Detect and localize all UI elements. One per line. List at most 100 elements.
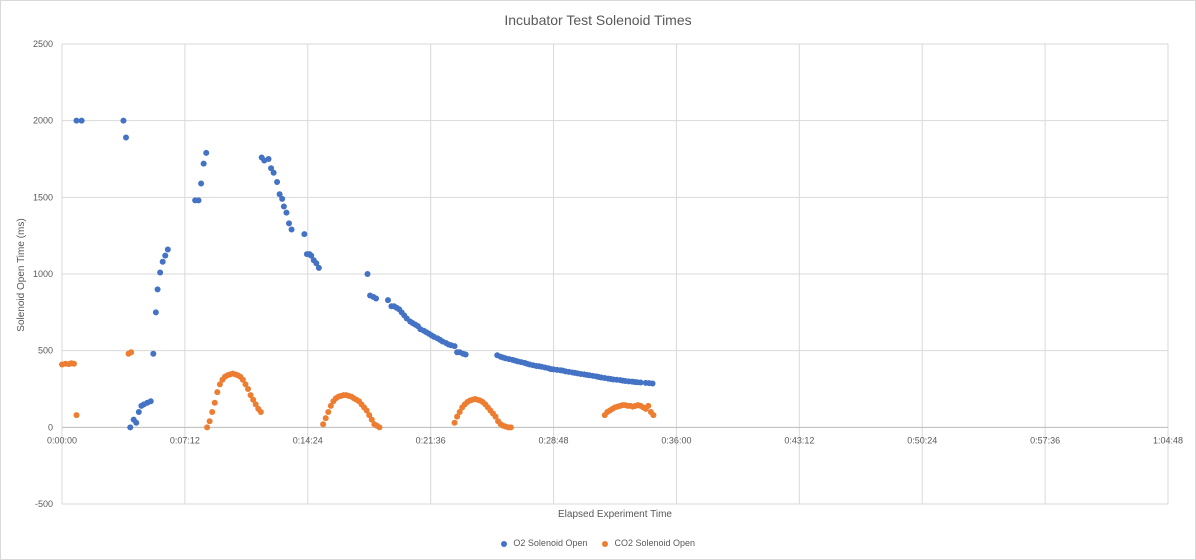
- o2-point: [288, 226, 295, 233]
- co2-point: [128, 349, 135, 356]
- co2-point: [206, 418, 213, 425]
- co2-point: [245, 386, 252, 392]
- co2-point: [239, 376, 246, 383]
- o2-point: [315, 264, 322, 271]
- o2-point: [164, 246, 171, 253]
- o2-point: [384, 297, 391, 304]
- o2-point: [276, 191, 283, 198]
- o2-point: [162, 252, 169, 259]
- o2-point: [200, 160, 207, 167]
- o2-point: [152, 309, 159, 316]
- y-tick-label: 500: [38, 346, 53, 356]
- y-tick-label: 1500: [33, 192, 53, 202]
- co2-point: [250, 396, 257, 403]
- o2-point: [308, 252, 315, 259]
- y-tick-label: -500: [35, 499, 53, 509]
- legend-marker-co2: [602, 540, 608, 547]
- legend-label-co2: CO2 Solenoid Open: [614, 538, 696, 548]
- co2-point: [252, 401, 259, 408]
- co2-point: [247, 392, 254, 399]
- y-tick-label: 0: [48, 422, 53, 432]
- co2-point: [216, 381, 223, 388]
- o2-point: [649, 380, 656, 387]
- o2-point: [283, 209, 290, 216]
- o2-point: [451, 343, 458, 350]
- x-tick-label: 0:50:24: [907, 435, 937, 445]
- o2-point: [279, 195, 286, 202]
- o2-point: [150, 350, 157, 357]
- x-tick-label: 0:07:12: [170, 435, 200, 445]
- co2-point: [451, 419, 458, 426]
- co2-point: [492, 413, 499, 420]
- x-axis-label: Elapsed Experiment Time: [558, 509, 672, 520]
- o2-point: [159, 258, 166, 265]
- y-tick-label: 2000: [33, 116, 53, 126]
- y-tick-label: 1000: [33, 269, 53, 279]
- x-tick-label: 0:28:48: [539, 435, 569, 445]
- x-tick-label: 0:36:00: [661, 435, 691, 445]
- co2-point: [73, 412, 80, 419]
- co2-point: [211, 399, 218, 406]
- co2-point: [242, 381, 249, 388]
- co2-point: [368, 416, 375, 423]
- legend: O2 Solenoid Open CO2 Solenoid Open: [0, 538, 1196, 548]
- o2-point: [313, 260, 320, 267]
- co2-point: [327, 402, 334, 409]
- x-tick-label: 1:04:48: [1153, 435, 1183, 445]
- x-tick-label: 0:00:00: [47, 435, 77, 445]
- o2-point: [268, 165, 275, 172]
- legend-item-o2: O2 Solenoid Open: [500, 538, 588, 548]
- co2-point: [325, 409, 332, 415]
- co2-point: [507, 424, 514, 431]
- o2-point: [133, 419, 140, 426]
- o2-point: [637, 379, 644, 386]
- o2-point: [265, 156, 272, 162]
- co2-point: [214, 389, 221, 396]
- legend-item-co2: CO2 Solenoid Open: [602, 538, 695, 548]
- co2-point: [322, 415, 329, 422]
- co2-point: [70, 360, 77, 367]
- o2-point: [364, 271, 371, 277]
- co2-point: [366, 412, 373, 419]
- co2-point: [209, 409, 216, 415]
- y-tick-label: 2500: [33, 39, 53, 49]
- o2-point: [73, 117, 80, 124]
- co2-point: [204, 424, 211, 431]
- co2-point: [645, 402, 652, 409]
- co2-point: [650, 412, 657, 419]
- o2-point: [373, 295, 380, 302]
- o2-point: [123, 134, 130, 141]
- o2-point: [78, 117, 85, 124]
- o2-point: [286, 220, 293, 227]
- o2-point: [120, 117, 127, 124]
- o2-point: [198, 180, 205, 187]
- x-tick-label: 0:57:36: [1030, 435, 1060, 445]
- o2-point: [154, 286, 161, 293]
- o2-point: [270, 169, 277, 176]
- o2-point: [203, 149, 210, 156]
- co2-point: [320, 421, 327, 428]
- co2-point: [456, 409, 463, 415]
- o2-point: [147, 398, 154, 405]
- co2-point: [363, 407, 370, 414]
- o2-point: [301, 231, 308, 238]
- x-tick-label: 0:21:36: [416, 435, 446, 445]
- co2-point: [454, 413, 461, 420]
- y-axis-label: Solenoid Open Time (ms): [16, 218, 27, 331]
- legend-label-o2: O2 Solenoid Open: [513, 538, 588, 548]
- legend-marker-o2: [500, 540, 507, 547]
- x-tick-label: 0:43:12: [784, 435, 814, 445]
- co2-point: [257, 409, 264, 415]
- co2-point: [376, 424, 383, 431]
- o2-point: [195, 197, 202, 204]
- x-tick-label: 0:14:24: [293, 435, 323, 445]
- o2-point: [127, 424, 134, 431]
- o2-point: [135, 409, 142, 415]
- o2-point: [280, 203, 287, 210]
- o2-point: [462, 351, 469, 358]
- chart-title: Incubator Test Solenoid Times: [504, 12, 692, 28]
- o2-point: [274, 179, 281, 185]
- o2-point: [157, 269, 164, 276]
